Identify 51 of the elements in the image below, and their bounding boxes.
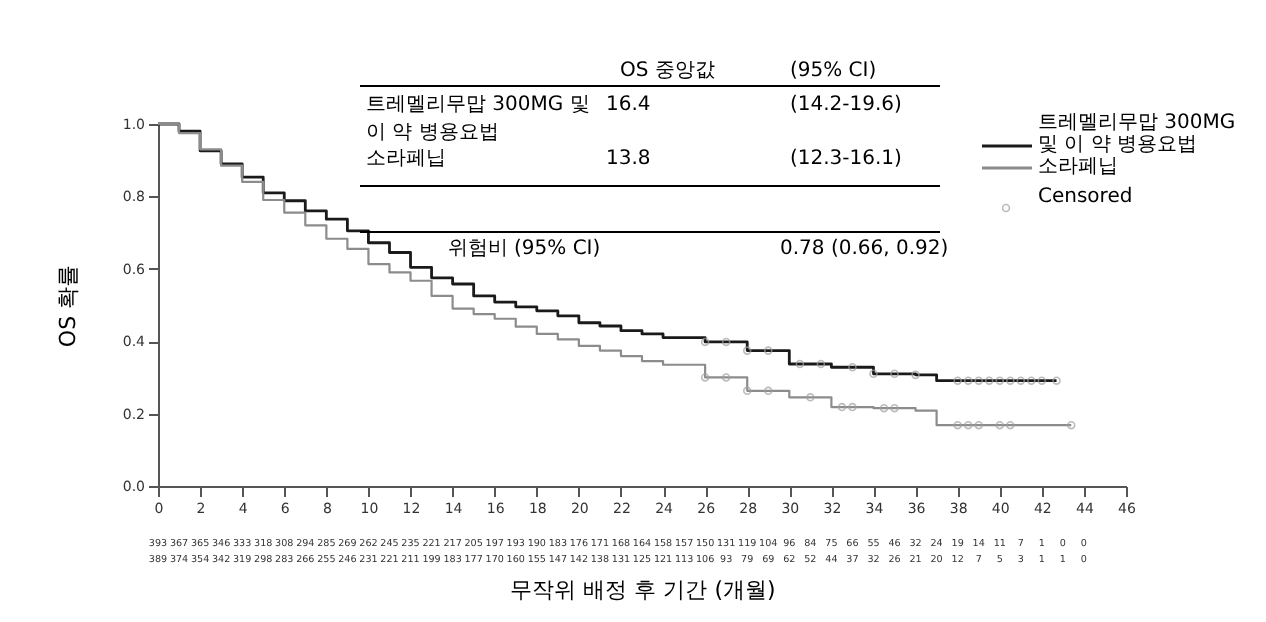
y-axis-title: OS 확률 xyxy=(54,264,81,348)
point xyxy=(1027,376,1036,385)
point xyxy=(742,386,752,396)
point xyxy=(911,370,920,380)
point xyxy=(995,420,1004,430)
annotation: 위험비 (95% CI) xyxy=(447,238,601,260)
annotation: 이 약 병용요법 xyxy=(366,122,499,144)
point xyxy=(1006,420,1015,430)
point xyxy=(764,386,773,396)
point xyxy=(848,363,857,372)
point xyxy=(963,420,973,430)
point xyxy=(764,346,773,355)
point xyxy=(837,402,847,412)
point xyxy=(848,402,857,412)
point xyxy=(721,373,731,382)
point xyxy=(963,376,973,385)
text: (95% CI) xyxy=(790,60,877,82)
point xyxy=(953,420,962,430)
point xyxy=(1016,376,1026,385)
text: OS 중앙값 xyxy=(620,60,715,82)
text: 16.4 xyxy=(606,94,651,116)
point xyxy=(890,403,899,413)
point xyxy=(974,376,983,385)
x-axis-title: 무작위 배정 후 기간 (개월) xyxy=(510,577,776,603)
point xyxy=(953,376,962,385)
point xyxy=(721,337,731,347)
point xyxy=(974,420,983,430)
point xyxy=(700,373,710,382)
annotation: 13.8 xyxy=(606,148,651,170)
point xyxy=(1067,420,1076,430)
text: (14.2-19.6) xyxy=(790,94,903,116)
point xyxy=(984,376,994,385)
annotation: (12.3-16.1) xyxy=(790,148,903,170)
point xyxy=(742,346,752,355)
legend-label: 트레멜리무맙 300MG 및 이 약 병용요법 xyxy=(1038,112,1236,156)
annotation: 소라페닙 xyxy=(366,148,446,170)
point xyxy=(806,393,815,402)
point xyxy=(1052,376,1061,385)
point xyxy=(1037,376,1047,385)
point xyxy=(795,359,805,369)
point xyxy=(700,337,710,347)
point xyxy=(1006,376,1015,385)
point xyxy=(816,359,826,369)
point xyxy=(890,369,899,379)
point xyxy=(879,403,889,413)
legend-label: Censored xyxy=(1038,186,1133,208)
legend-label: 소라페닙 xyxy=(1038,156,1118,178)
point xyxy=(995,376,1004,385)
point xyxy=(869,369,878,379)
annotation: 0.78 (0.66, 0.92) xyxy=(780,238,949,260)
text: 트레멜리무맙 300MG 및 xyxy=(366,94,590,116)
